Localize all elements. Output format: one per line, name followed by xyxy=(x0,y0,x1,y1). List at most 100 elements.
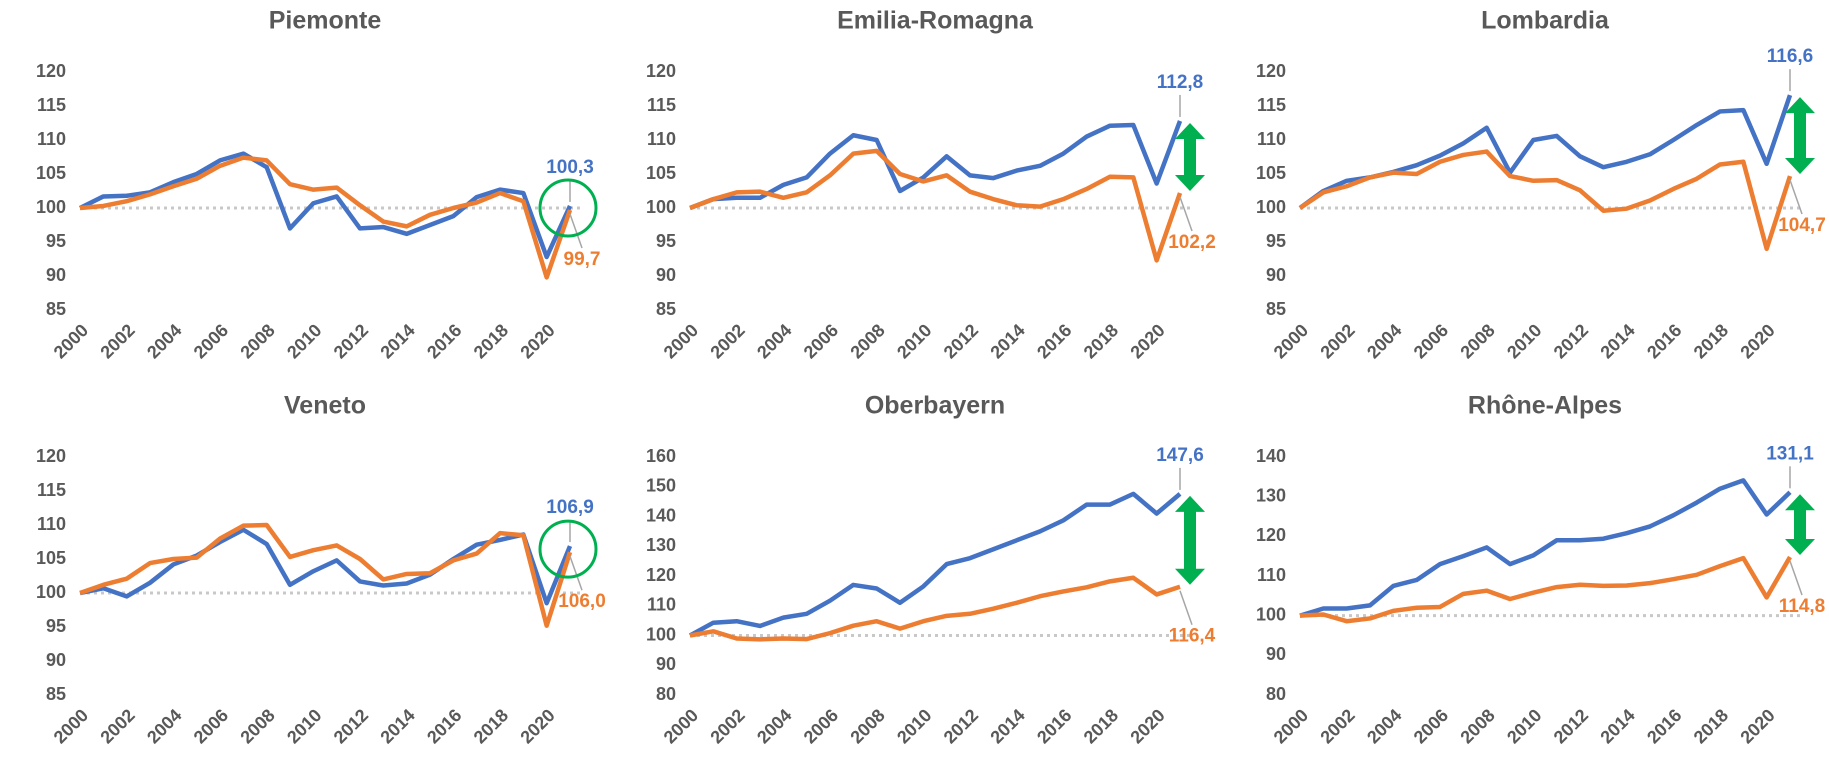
series-line xyxy=(79,522,573,628)
y-tick-label: 110 xyxy=(1257,129,1286,149)
x-tick-label: 2006 xyxy=(190,320,232,362)
y-tick-label: 150 xyxy=(646,476,676,496)
x-tick-label: 2008 xyxy=(1456,705,1498,747)
highlight-circle xyxy=(538,519,598,579)
chart-title: Rhône-Alpes xyxy=(1468,392,1622,420)
x-tick-label: 2020 xyxy=(516,320,558,362)
x-tick-label: 2020 xyxy=(1736,705,1778,747)
x-tick-label: 2012 xyxy=(940,320,982,362)
chart-title: Veneto xyxy=(284,392,366,420)
y-tick-label: 80 xyxy=(656,684,676,704)
highlight-circle xyxy=(538,178,598,238)
y-tick-label: 100 xyxy=(1256,604,1286,624)
x-tick-label: 2016 xyxy=(1643,705,1685,747)
x-tick-label: 2004 xyxy=(143,320,185,362)
x-tick-label: 2018 xyxy=(1690,705,1732,747)
x-tick-label: 2002 xyxy=(1316,320,1358,362)
x-tick-label: 2002 xyxy=(96,705,138,747)
x-tick-label: 2014 xyxy=(986,320,1028,362)
y-tick-label: 110 xyxy=(37,514,66,534)
x-tick-label: 2012 xyxy=(1550,705,1592,747)
y-tick-label: 160 xyxy=(646,446,676,466)
label-leader xyxy=(1179,196,1193,232)
x-tick-label: 2018 xyxy=(1690,320,1732,362)
value-label: 116,4 xyxy=(1169,626,1216,647)
y-tick-label: 120 xyxy=(646,565,676,585)
value-label: 99,7 xyxy=(564,249,601,270)
x-tick-label: 2014 xyxy=(986,705,1028,747)
y-tick-label: 85 xyxy=(656,299,676,319)
x-tick-label: 2010 xyxy=(283,320,325,362)
y-tick-label: 105 xyxy=(36,163,66,183)
series-line xyxy=(689,120,1183,211)
y-tick-label: 115 xyxy=(37,95,66,115)
series-line xyxy=(79,151,573,260)
x-tick-label: 2010 xyxy=(283,705,325,747)
y-tick-label: 140 xyxy=(646,505,676,525)
value-label: 131,1 xyxy=(1766,443,1814,464)
y-tick-label: 95 xyxy=(1266,231,1286,251)
series-line xyxy=(1299,555,1792,624)
value-label: 104,7 xyxy=(1778,215,1826,236)
value-label: 100,3 xyxy=(546,157,594,178)
x-tick-label: 2020 xyxy=(1126,320,1168,362)
y-tick-label: 90 xyxy=(1266,644,1286,664)
x-tick-label: 2018 xyxy=(1080,705,1122,747)
x-tick-label: 2018 xyxy=(1080,320,1122,362)
x-tick-label: 2000 xyxy=(1270,705,1312,747)
y-tick-label: 120 xyxy=(1256,525,1286,545)
x-tick-label: 2000 xyxy=(660,320,702,362)
x-tick-label: 2000 xyxy=(50,320,92,362)
x-tick-label: 2014 xyxy=(1596,320,1638,362)
x-tick-label: 2002 xyxy=(1316,705,1358,747)
label-leader xyxy=(569,213,583,249)
y-tick-label: 85 xyxy=(1266,299,1286,319)
x-tick-label: 2014 xyxy=(376,705,418,747)
y-tick-label: 80 xyxy=(1266,684,1286,704)
y-tick-label: 120 xyxy=(36,446,66,466)
series-line xyxy=(1298,149,1793,252)
x-tick-label: 2008 xyxy=(846,705,888,747)
x-tick-label: 2006 xyxy=(800,320,842,362)
x-tick-label: 2006 xyxy=(1410,705,1452,747)
x-tick-label: 2000 xyxy=(660,705,702,747)
x-tick-label: 2012 xyxy=(330,320,372,362)
y-tick-label: 100 xyxy=(36,197,66,217)
x-tick-label: 2014 xyxy=(376,320,418,362)
x-tick-label: 2008 xyxy=(846,320,888,362)
x-tick-label: 2000 xyxy=(50,705,92,747)
x-tick-label: 2004 xyxy=(1363,705,1405,747)
y-tick-label: 105 xyxy=(646,163,676,183)
series-line xyxy=(689,148,1183,263)
value-label: 106,0 xyxy=(558,591,606,612)
x-tick-label: 2018 xyxy=(470,320,512,362)
x-tick-label: 2016 xyxy=(1643,320,1685,362)
series-line xyxy=(79,155,573,280)
y-tick-label: 100 xyxy=(646,624,676,644)
label-leader xyxy=(569,555,583,591)
y-tick-label: 85 xyxy=(46,299,66,319)
x-tick-label: 2016 xyxy=(1033,320,1075,362)
x-tick-label: 2014 xyxy=(1596,705,1638,747)
x-tick-label: 2004 xyxy=(1363,320,1405,362)
y-tick-label: 90 xyxy=(46,650,66,670)
chart-title: Lombardia xyxy=(1481,7,1610,35)
value-label: 147,6 xyxy=(1156,445,1204,466)
series-line xyxy=(1299,478,1792,618)
y-tick-label: 110 xyxy=(647,129,676,149)
x-tick-label: 2010 xyxy=(893,320,935,362)
x-tick-label: 2004 xyxy=(143,705,185,747)
highlight-arrow xyxy=(1175,495,1205,585)
y-tick-label: 90 xyxy=(46,265,66,285)
y-tick-label: 90 xyxy=(656,265,676,285)
highlight-arrow xyxy=(1785,494,1815,555)
x-tick-label: 2004 xyxy=(753,705,795,747)
x-tick-label: 2002 xyxy=(706,705,748,747)
x-tick-label: 2008 xyxy=(1456,320,1498,362)
